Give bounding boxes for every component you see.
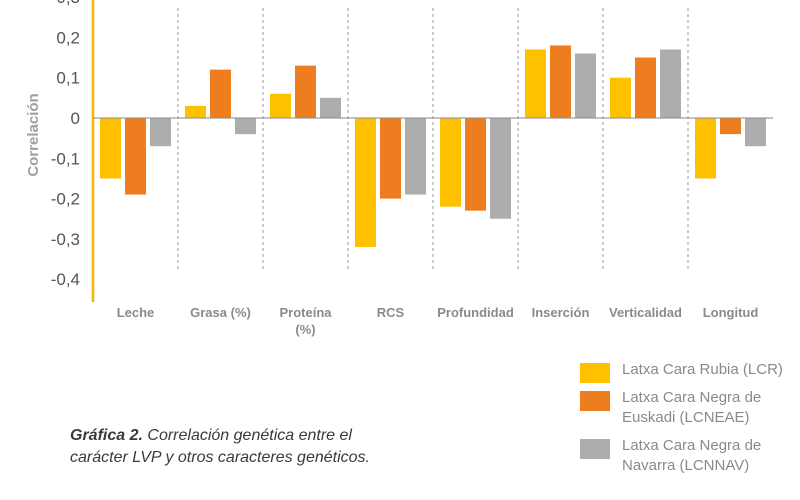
caption-label: Gráfica 2. <box>70 427 143 444</box>
x-tick-label: Profundidad <box>437 305 514 320</box>
bar-insercion-s3 <box>575 53 596 118</box>
legend-swatch-lcr <box>580 363 610 383</box>
category-separators <box>177 8 689 270</box>
bar-longitud-s3 <box>745 118 766 147</box>
bar-verticalidad-s2 <box>635 57 656 118</box>
bar-chart: -0,4 -0,3 -0,2 -0,1 0 0,1 0,2 0,3 Leche Grasa (%… <box>25 0 773 337</box>
bar-insercion-s1 <box>525 49 546 118</box>
caption-text: Correlación genética entre el carácter L… <box>70 427 370 466</box>
bar-grasa-s3 <box>235 118 256 135</box>
legend-label-lcneae: Latxa Cara Negra de Euskadi (LCNEAE) <box>622 389 762 426</box>
bar-profundidad-s1 <box>440 118 461 207</box>
bar-rcs-s2 <box>380 118 401 199</box>
y-tick-label: -0,4 <box>51 270 80 289</box>
x-tick-label: Grasa (%) <box>190 305 251 320</box>
y-tick-label: -0,3 <box>51 230 80 249</box>
y-axis-label: Correlación <box>25 93 42 176</box>
y-tick-label: -0,2 <box>51 190 80 209</box>
legend-label-lcnnav: Latxa Cara Negra de Navarra (LCNNAV) <box>622 437 762 474</box>
bar-leche-s2 <box>125 118 146 195</box>
bar-proteina-s3 <box>320 97 341 118</box>
legend-swatch-lcnnav <box>580 439 610 459</box>
legend-item-lcneae: Latxa Cara Negra de Euskadi (LCNEAE) <box>580 388 795 428</box>
y-tick-label: 0,1 <box>56 69 80 88</box>
x-axis-ticks: Leche Grasa (%) Proteína (%) RCS Profundidad I… <box>117 305 759 337</box>
bar-leche-s1 <box>100 118 121 179</box>
bar-insercion-s2 <box>550 45 571 118</box>
bar-verticalidad-s3 <box>660 49 681 118</box>
figure-caption: Gráfica 2. Correlación genética entre el… <box>70 425 370 469</box>
legend-swatch-lcneae <box>580 391 610 411</box>
x-tick-label: Inserción <box>532 305 590 320</box>
y-tick-label: 0,2 <box>56 28 80 47</box>
bar-profundidad-s2 <box>465 118 486 211</box>
bar-grasa-s2 <box>210 69 231 118</box>
bar-proteina-s2 <box>295 65 316 118</box>
x-tick-label: Verticalidad <box>609 305 682 320</box>
legend-label-lcr: Latxa Cara Rubia (LCR) <box>622 361 783 378</box>
x-tick-label: Proteína (%) <box>279 305 332 337</box>
legend: Latxa Cara Rubia (LCR) Latxa Cara Negra … <box>580 360 795 484</box>
bar-leche-s3 <box>150 118 171 147</box>
y-tick-label: 0 <box>71 109 80 128</box>
bar-proteina-s1 <box>270 93 291 118</box>
bar-longitud-s1 <box>695 118 716 179</box>
legend-item-lcr: Latxa Cara Rubia (LCR) <box>580 360 795 383</box>
x-tick-label: Leche <box>117 305 155 320</box>
y-tick-label: 0,3 <box>56 0 80 7</box>
bars <box>100 45 766 247</box>
legend-item-lcnnav: Latxa Cara Negra de Navarra (LCNNAV) <box>580 436 795 476</box>
bar-longitud-s2 <box>720 118 741 135</box>
y-tick-label: -0,1 <box>51 149 80 168</box>
bar-grasa-s1 <box>185 105 206 118</box>
x-tick-label: Longitud <box>703 305 759 320</box>
x-tick-label: RCS <box>377 305 405 320</box>
bar-verticalidad-s1 <box>610 77 631 118</box>
bar-rcs-s1 <box>355 118 376 247</box>
bar-rcs-s3 <box>405 118 426 195</box>
bar-profundidad-s3 <box>490 118 511 219</box>
y-axis-ticks: -0,4 -0,3 -0,2 -0,1 0 0,1 0,2 0,3 <box>51 0 80 289</box>
